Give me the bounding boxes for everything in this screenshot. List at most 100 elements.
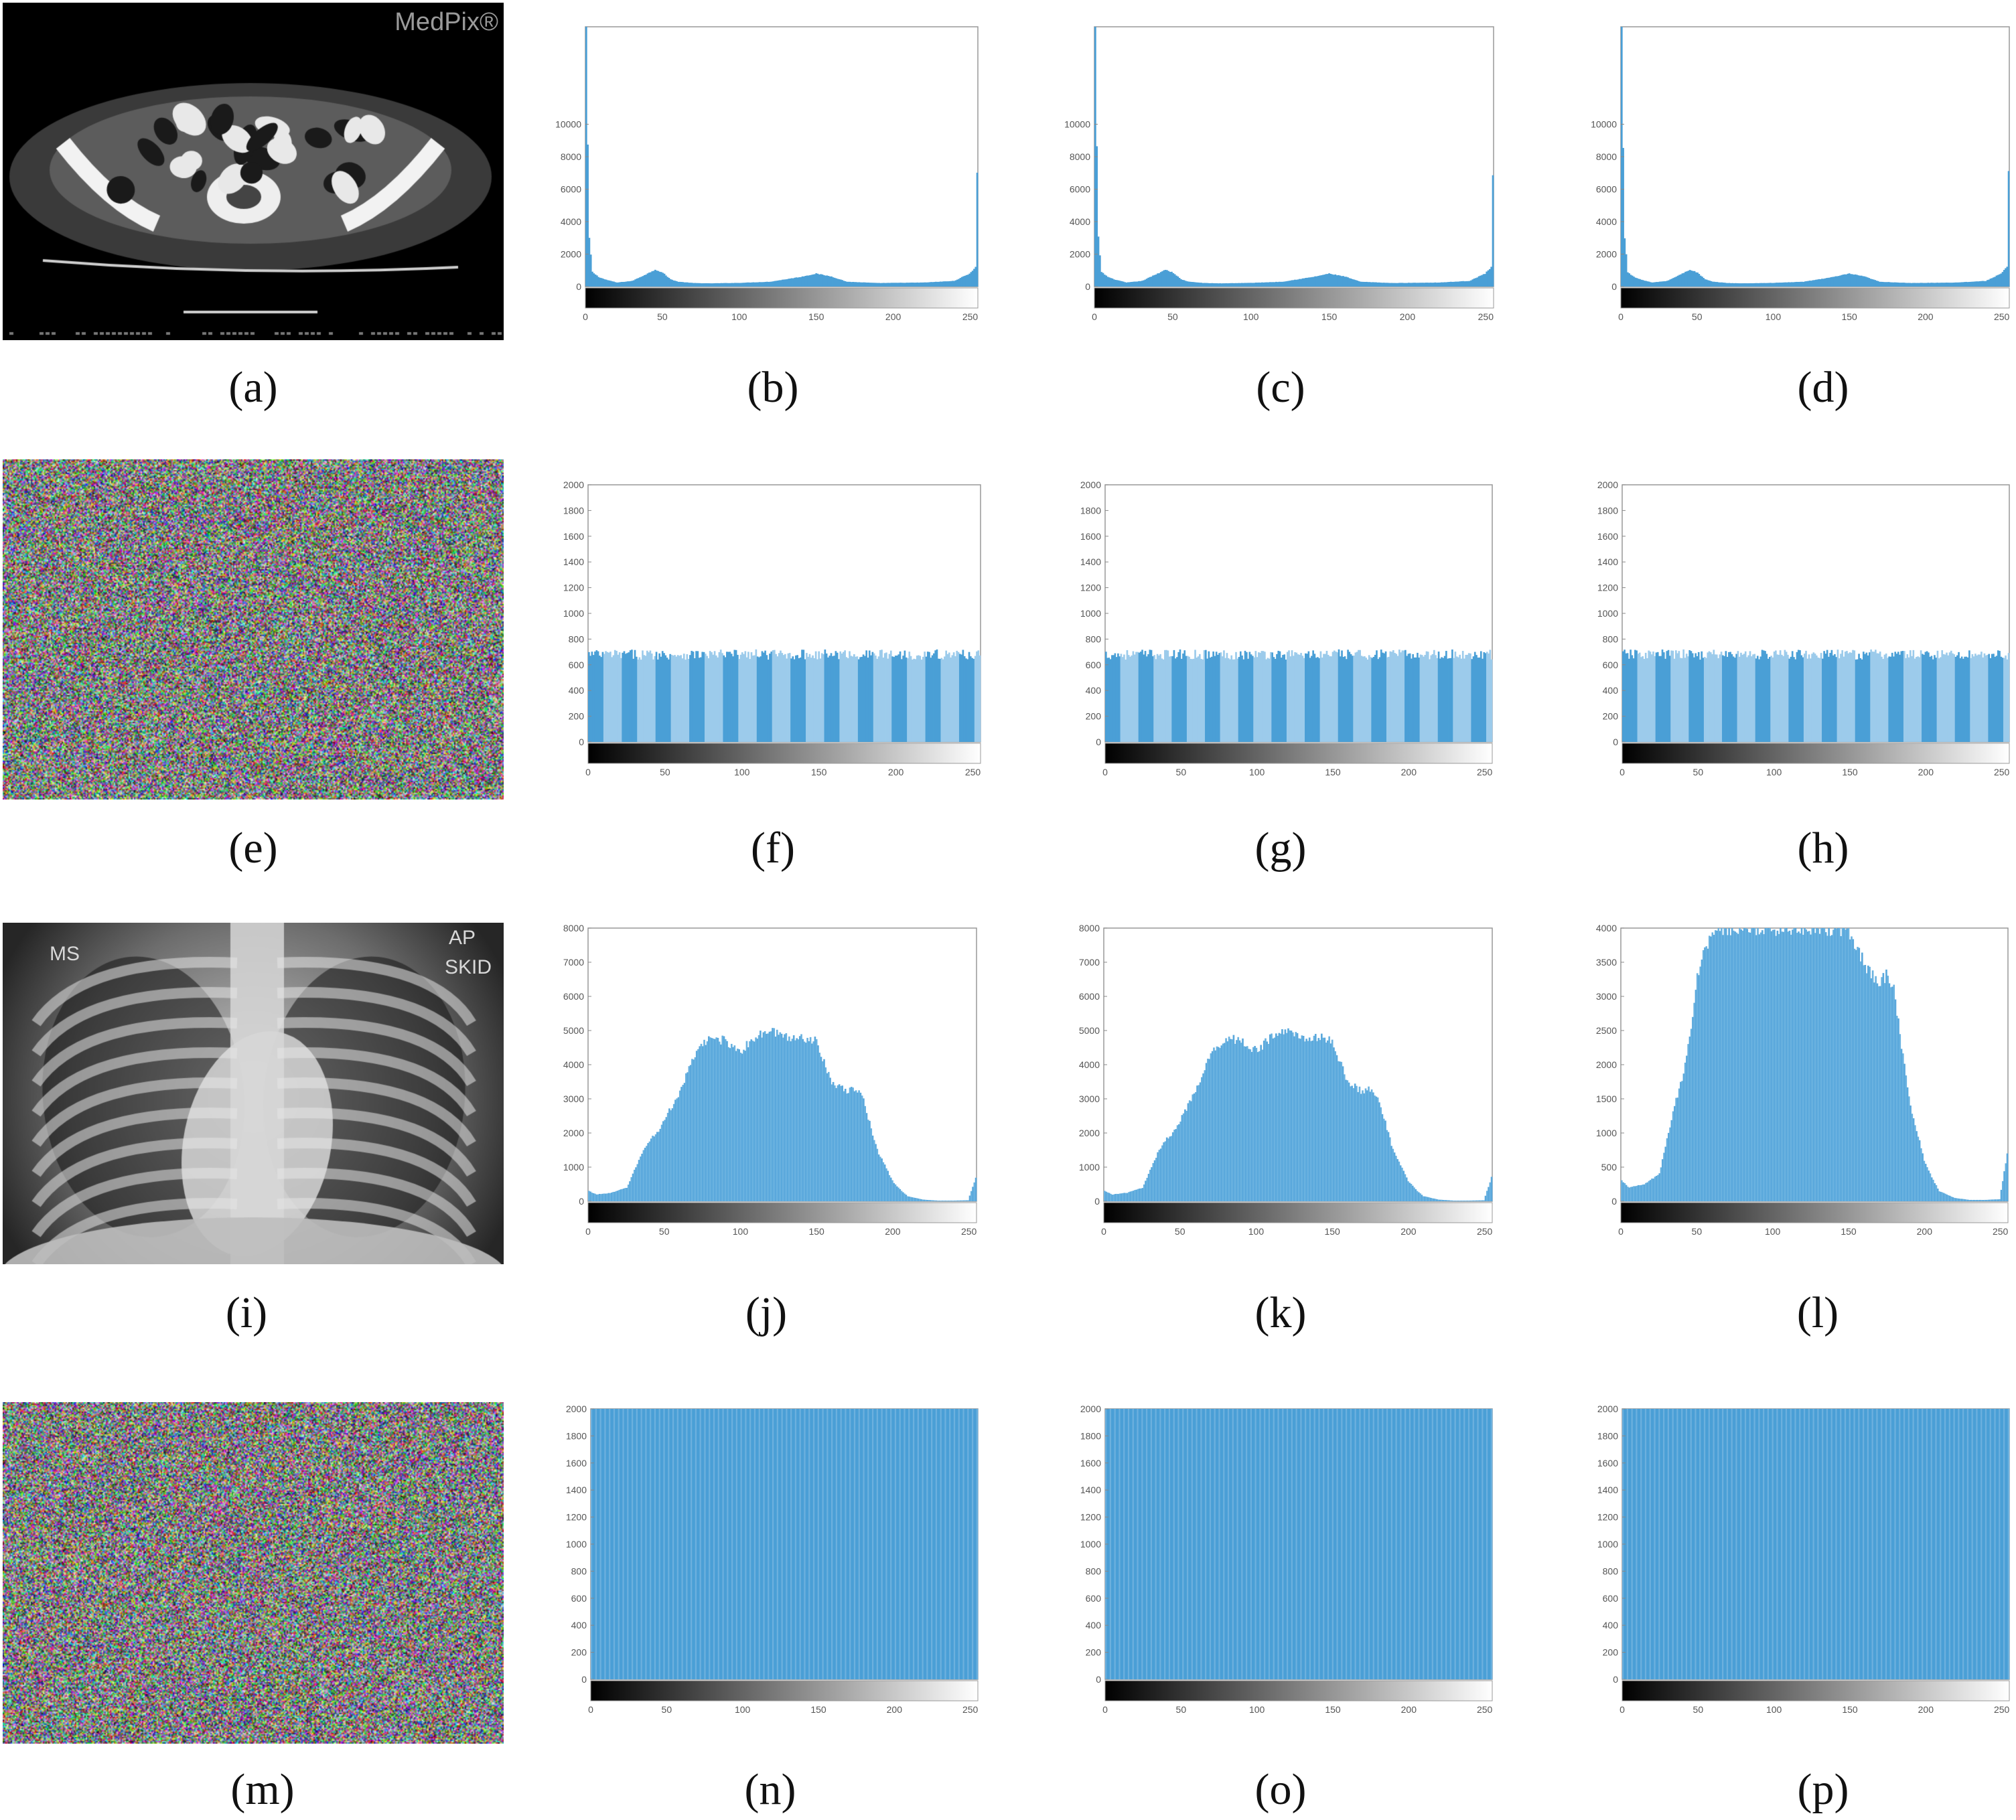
histogram-bar [1930,656,1933,742]
histogram-bar [1989,658,1992,742]
histogram-bar [1383,653,1386,742]
histogram-bar [1490,659,1493,742]
histogram-bar [1492,175,1494,287]
histogram-bar [1808,654,1810,742]
histogram-bar [1761,650,1763,742]
histogram-bar [1958,1198,1960,1201]
x-tick-label: 50 [1176,767,1187,777]
histogram-bar [752,282,755,287]
histogram-bar [1365,1409,1368,1679]
histogram-bar [1759,1409,1762,1679]
histogram-bar [824,1067,827,1201]
y-tick-label: 1400 [563,556,584,567]
histogram-bar [867,1409,869,1679]
histogram-bar [924,652,926,742]
y-tick-label: 8000 [563,923,584,933]
histogram-bar [1108,277,1110,287]
histogram-bar [1942,283,1944,287]
histogram-bar [1828,656,1830,742]
histogram-bar [1850,652,1853,742]
histogram-bar [720,1044,722,1201]
histogram-bar [830,653,833,742]
histogram-bar [1183,650,1186,742]
histogram-bar [1876,983,1879,1201]
histogram-bar [1936,283,1938,287]
histogram-bar [637,660,639,742]
histogram-bar [1679,1409,1682,1679]
histogram-bar [1779,650,1782,742]
histogram-bar [1264,282,1267,287]
histogram-bar [1837,276,1840,287]
histogram-bar [1851,936,1853,1201]
x-tick-label: 250 [962,311,979,322]
plot-frame [585,26,979,287]
histogram-bar [1262,1409,1265,1679]
histogram-bar [733,650,736,742]
histogram-bar [588,238,591,287]
histogram-bar [1483,652,1486,742]
histogram-bar [1407,1409,1410,1679]
histogram-bar [802,1039,804,1201]
histogram-bar [1244,650,1246,742]
histogram-bar [1228,283,1230,287]
histogram-bar [1460,1409,1463,1679]
histogram-bar [1490,267,1493,287]
histogram-bar [1757,283,1759,287]
histogram-bar [1838,1409,1841,1679]
histogram-bar [1173,1130,1175,1201]
histogram-bar [1149,1169,1151,1201]
histogram-bar [663,273,666,287]
histogram-bar [1658,281,1661,287]
histogram-bar [839,651,842,742]
histogram-bar [973,1409,975,1679]
histogram-bar [1137,1189,1139,1201]
histogram-bar [1983,653,1986,742]
histogram-bar [2001,272,2004,287]
histogram-bar [1323,1037,1326,1201]
histogram-bar [960,654,962,742]
histogram-bar [650,653,653,742]
histogram-bar [913,658,915,742]
histogram-bar [695,651,697,742]
histogram-bar [914,1409,916,1679]
histogram-bar [1637,1185,1640,1201]
histogram-bar [1757,928,1759,1201]
histogram-bar [818,1409,821,1679]
histogram-bar [1642,1184,1644,1201]
histogram-bar [613,281,615,287]
histogram-bar [1465,1409,1467,1679]
histogram-bar [1442,282,1444,287]
histogram-bar [780,650,782,742]
histogram-bar [676,1409,679,1679]
histogram-bar [1889,282,1891,287]
histogram-bar [1325,1409,1328,1679]
histogram-bar [1253,657,1255,742]
xray-label-left: MS [50,943,80,965]
histogram-bar [2000,1189,2003,1201]
histogram-bar [1737,1409,1739,1679]
histogram-bar [1670,650,1672,742]
histogram-bar [1826,650,1828,742]
histogram-bar [653,1136,656,1201]
histogram-bar [1317,1409,1319,1679]
histogram-bar [1454,281,1457,287]
histogram-bar [772,1409,774,1679]
histogram-bar [812,655,814,742]
histogram-bar [920,660,923,742]
histogram-bar [1719,1409,1721,1679]
histogram-bar [2007,1409,2010,1679]
histogram-bar [1755,658,1757,742]
histogram-bar [689,1409,691,1679]
histogram-bar [1268,1409,1271,1679]
histogram-bar [1918,283,1920,287]
histogram-bar [1680,274,1682,287]
histogram-bar [1722,1409,1724,1679]
histogram-bar [1830,935,1833,1201]
histogram-bar [1378,282,1380,287]
histogram-bar [1983,281,1986,287]
histogram-bar [1283,1034,1285,1201]
histogram-bar [606,652,609,742]
histogram-bar [1486,1409,1488,1679]
histogram-bar [812,1409,815,1679]
histogram-bar [1852,650,1854,742]
